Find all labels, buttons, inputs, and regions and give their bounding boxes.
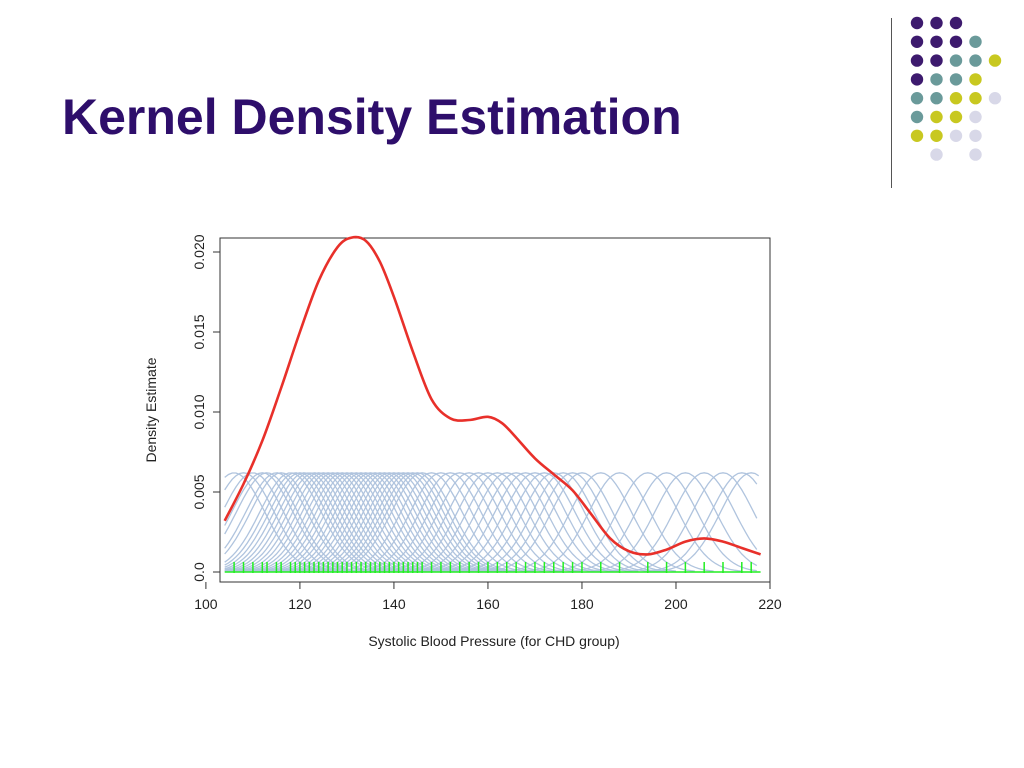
- kernel-bump: [225, 472, 418, 573]
- slide-title: Kernel Density Estimation: [62, 89, 682, 145]
- x-tick-label: 200: [664, 596, 688, 612]
- x-tick-label: 160: [476, 596, 500, 612]
- kde-curve: [223, 235, 762, 556]
- x-tick-label: 100: [194, 596, 218, 612]
- kernel-bump: [224, 472, 387, 572]
- y-tick-label: 0.005: [191, 474, 207, 509]
- y-tick-label: 0.0: [191, 562, 207, 582]
- rug-layer: [224, 562, 761, 573]
- kernel-bump: [253, 472, 446, 573]
- y-tick-label: 0.010: [191, 394, 207, 429]
- x-tick-label: 180: [570, 596, 594, 612]
- x-axis-label: Systolic Blood Pressure (for CHD group): [368, 633, 619, 649]
- x-tick-label: 120: [288, 596, 312, 612]
- plot-frame: [219, 237, 771, 583]
- x-tick-label: 220: [758, 596, 782, 612]
- x-axis: 100 120 140 160 180 200 220: [194, 582, 782, 612]
- y-axis: 0.0 0.005 0.010 0.015 0.020: [191, 234, 220, 582]
- kde-curve-layer: [223, 235, 762, 556]
- kernel-bumps-layer: [224, 472, 760, 573]
- title-divider-line: [891, 18, 892, 188]
- kernel-bump: [587, 472, 758, 573]
- kernel-bump: [224, 472, 413, 572]
- kernel-bump: [224, 472, 402, 572]
- x-tick-label: 140: [382, 596, 406, 612]
- kernel-bump: [224, 472, 391, 572]
- y-tick-label: 0.020: [191, 234, 207, 269]
- y-tick-label: 0.015: [191, 314, 207, 349]
- kernel-bump: [643, 472, 758, 573]
- y-axis-label: Density Estimate: [143, 357, 159, 462]
- kernel-bump: [606, 472, 758, 573]
- kernel-bump: [239, 472, 432, 573]
